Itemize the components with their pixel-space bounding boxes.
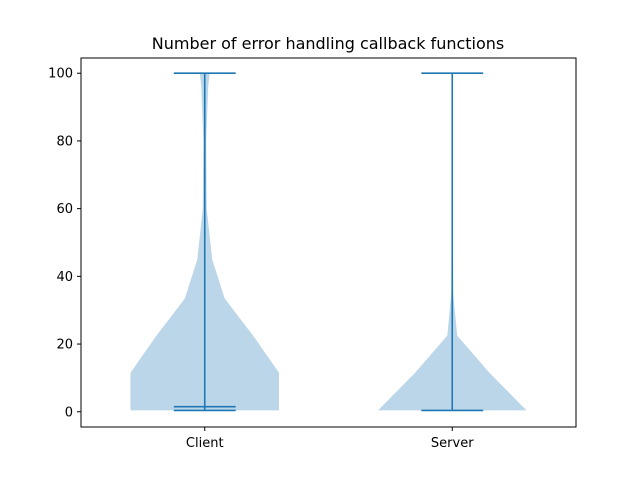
plot-area	[130, 72, 527, 412]
axes: 0 20 40 60 80 100 Client Server	[48, 57, 577, 451]
y-tick-label: 80	[56, 134, 73, 149]
chart-title: Number of error handling callback functi…	[152, 34, 505, 53]
y-tick-label: 0	[65, 405, 73, 420]
y-tick-label: 20	[56, 338, 73, 353]
y-tick-label: 100	[48, 67, 73, 82]
x-tick-label: Client	[186, 436, 224, 451]
x-tick-label: Server	[431, 436, 474, 451]
axes-frame	[80, 57, 577, 428]
violin-client	[130, 72, 279, 412]
y-tick-label: 40	[56, 270, 73, 285]
y-tick-label: 60	[56, 202, 73, 217]
violin-server	[378, 72, 527, 412]
